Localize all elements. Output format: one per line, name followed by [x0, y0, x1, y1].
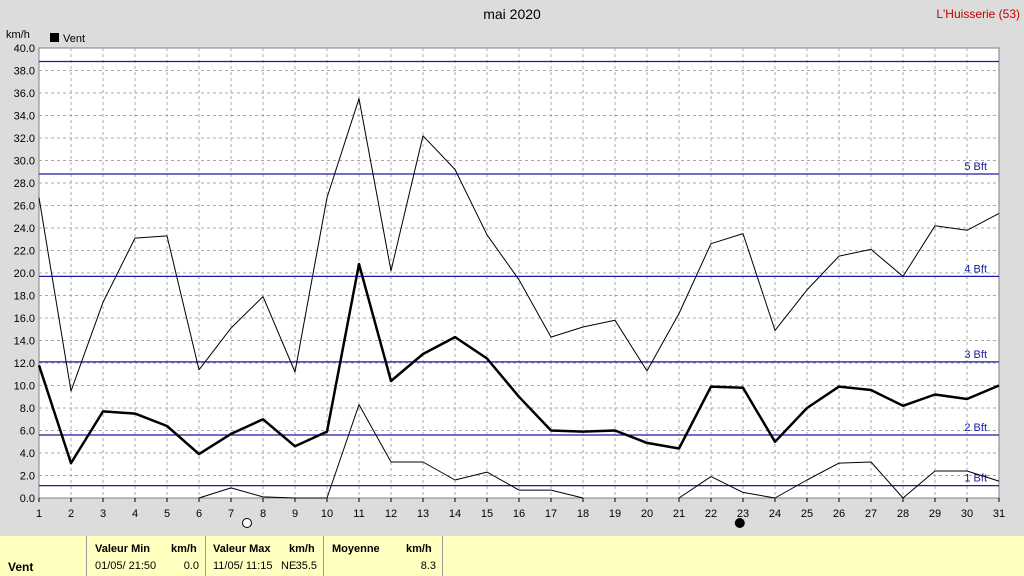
summary-panel: Vent Valeur Min km/h 01/05/ 21:50 0.0 Va… — [0, 536, 1024, 576]
legend-swatch — [50, 33, 59, 42]
y-tick-label: 0.0 — [20, 493, 35, 505]
y-tick-label: 22.0 — [14, 246, 35, 258]
x-tick-label: 19 — [609, 508, 621, 520]
y-tick-label: 36.0 — [14, 88, 35, 100]
x-tick-label: 28 — [897, 508, 909, 520]
x-tick-label: 20 — [641, 508, 653, 520]
x-tick-label: 30 — [961, 508, 973, 520]
x-tick-label: 17 — [545, 508, 557, 520]
x-tick-label: 12 — [385, 508, 397, 520]
x-tick-label: 24 — [769, 508, 781, 520]
y-tick-label: 20.0 — [14, 268, 35, 280]
summary-min-cell: Valeur Min km/h 01/05/ 21:50 0.0 — [86, 536, 206, 576]
summary-row-label: Vent — [8, 560, 34, 574]
series-line-2 — [678, 461, 1000, 499]
summary-max-cell: Valeur Max km/h 11/05/ 11:15 NE 35.5 — [205, 536, 324, 576]
moon-new-icon — [734, 518, 745, 528]
x-tick-label: 1 — [36, 508, 42, 520]
y-tick-label: 12.0 — [14, 358, 35, 370]
x-tick-label: 8 — [260, 508, 266, 520]
max-direction: NE — [281, 560, 297, 572]
y-tick-label: 16.0 — [14, 313, 35, 325]
x-tick-label: 9 — [292, 508, 298, 520]
x-tick-label: 7 — [228, 508, 234, 520]
y-tick-label: 18.0 — [14, 291, 35, 303]
x-tick-label: 6 — [196, 508, 202, 520]
max-value: 35.5 — [295, 560, 317, 572]
beaufort-label: 5 Bft — [964, 161, 987, 173]
station-name: L'Huisserie (53) — [936, 7, 1020, 21]
x-tick-label: 26 — [833, 508, 845, 520]
x-tick-label: 21 — [673, 508, 685, 520]
chart-title: mai 2020 — [483, 6, 541, 22]
max-unit: km/h — [289, 543, 315, 555]
legend-label: Vent — [63, 33, 85, 45]
mean-value: 8.3 — [420, 560, 436, 572]
x-tick-label: 22 — [705, 508, 717, 520]
x-tick-label: 4 — [132, 508, 138, 520]
series-line-1 — [38, 98, 1000, 392]
x-tick-label: 5 — [164, 508, 170, 520]
y-tick-label: 40.0 — [14, 43, 35, 55]
x-tick-label: 23 — [737, 508, 749, 520]
beaufort-label: 1 Bft — [964, 473, 987, 485]
y-tick-label: 6.0 — [20, 426, 35, 438]
x-tick-label: 16 — [513, 508, 525, 520]
x-tick-label: 29 — [929, 508, 941, 520]
y-tick-label: 28.0 — [14, 178, 35, 190]
x-tick-label: 2 — [68, 508, 74, 520]
mean-unit: km/h — [406, 543, 432, 555]
y-tick-label: 38.0 — [14, 66, 35, 78]
x-tick-label: 11 — [353, 508, 364, 520]
moon-full-icon — [242, 518, 252, 528]
y-tick-label: 32.0 — [14, 133, 35, 145]
min-value: 0.0 — [183, 560, 199, 572]
series-line-0 — [37, 262, 1000, 465]
x-tick-label: 10 — [321, 508, 333, 520]
max-date: 11/05/ 11:15 — [213, 560, 273, 572]
y-tick-label: 8.0 — [20, 403, 35, 415]
y-tick-label: 4.0 — [20, 448, 35, 460]
y-axis-label: km/h — [6, 29, 30, 41]
x-tick-label: 27 — [865, 508, 877, 520]
summary-mean-cell: Moyenne km/h 8.3 — [324, 536, 443, 576]
x-tick-label: 15 — [481, 508, 493, 520]
y-tick-label: 2.0 — [20, 471, 35, 483]
y-tick-label: 30.0 — [14, 156, 35, 168]
y-tick-label: 26.0 — [14, 201, 35, 213]
y-tick-label: 14.0 — [14, 336, 35, 348]
min-header: Valeur Min — [95, 543, 151, 555]
x-tick-label: 14 — [449, 508, 461, 520]
beaufort-label: 4 Bft — [964, 263, 987, 275]
x-tick-label: 13 — [417, 508, 429, 520]
min-date: 01/05/ 21:50 — [95, 560, 157, 572]
min-unit: km/h — [171, 543, 197, 555]
beaufort-label: 3 Bft — [964, 349, 987, 361]
mean-header: Moyenne — [332, 543, 380, 555]
wind-chart: 0.0 2.0 4.0 6.0 8.0 10.0 12.0 14.0 16.0 18.0 20.0 2… — [6, 29, 1005, 528]
y-tick-label: 24.0 — [14, 223, 35, 235]
y-tick-label: 10.0 — [14, 381, 35, 393]
x-tick-label: 18 — [577, 508, 589, 520]
series-line-2 — [198, 404, 584, 499]
x-tick-label: 3 — [100, 508, 106, 520]
beaufort-label: 2 Bft — [964, 422, 987, 434]
max-header: Valeur Max — [213, 543, 271, 555]
y-tick-label: 34.0 — [14, 111, 35, 123]
x-tick-label: 25 — [801, 508, 813, 520]
x-tick-label: 31 — [993, 508, 1005, 520]
